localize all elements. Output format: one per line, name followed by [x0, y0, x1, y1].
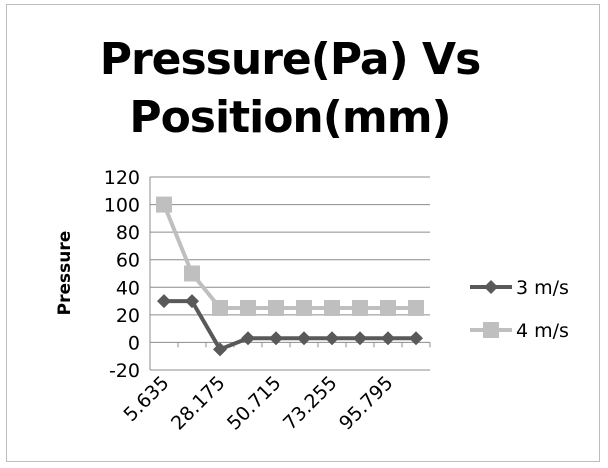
data-point-square [296, 299, 312, 316]
data-point-square [352, 299, 368, 316]
data-point-diamond [353, 331, 367, 346]
legend-marker-square [483, 322, 499, 338]
data-point-square [408, 299, 424, 316]
chart-frame [6, 4, 600, 462]
data-point-diamond [185, 294, 199, 309]
legend-label-2: 4 m/s [516, 320, 569, 342]
legend-marker-diamond [484, 280, 498, 294]
data-point-diamond [381, 331, 395, 346]
y-tick-label: -20 [109, 360, 140, 382]
y-tick-label: 0 [128, 332, 140, 354]
data-point-diamond [213, 342, 227, 357]
legend: 3 m/s 4 m/s [470, 277, 569, 342]
x-tick-label: 28.175 [167, 372, 230, 435]
legend-label-1: 3 m/s [516, 277, 569, 299]
data-point-diamond [241, 331, 255, 346]
x-tick-label: 73.255 [279, 372, 342, 435]
chart-title-line-2: Position(mm) [129, 92, 451, 143]
data-point-diamond [325, 331, 339, 346]
data-point-square [184, 265, 200, 282]
chart-title-line-1: Pressure(Pa) Vs [99, 34, 482, 85]
y-tick-label: 120 [104, 167, 140, 189]
y-axis-label: Pressure [55, 231, 75, 316]
data-point-square [240, 299, 256, 316]
data-point-square [324, 299, 340, 316]
y-tick-label: 100 [104, 195, 140, 217]
data-point-square [156, 196, 172, 213]
series [156, 196, 424, 357]
data-point-square [268, 299, 284, 316]
x-tick-label: 50.715 [223, 372, 286, 435]
gridlines [150, 176, 430, 371]
data-point-square [380, 299, 396, 316]
y-tick-label: 60 [116, 250, 140, 272]
data-point-diamond [297, 331, 311, 346]
series-line-1 [164, 299, 416, 352]
y-tick-label: 40 [116, 277, 140, 299]
data-point-diamond [157, 294, 171, 309]
series-line-2 [162, 203, 416, 310]
data-point-square [212, 299, 228, 316]
x-tick-label: 95.795 [335, 372, 398, 435]
y-tick-label: 80 [116, 222, 140, 244]
y-tick-label: 20 [116, 305, 140, 327]
data-point-diamond [409, 331, 423, 346]
data-point-diamond [269, 331, 283, 346]
